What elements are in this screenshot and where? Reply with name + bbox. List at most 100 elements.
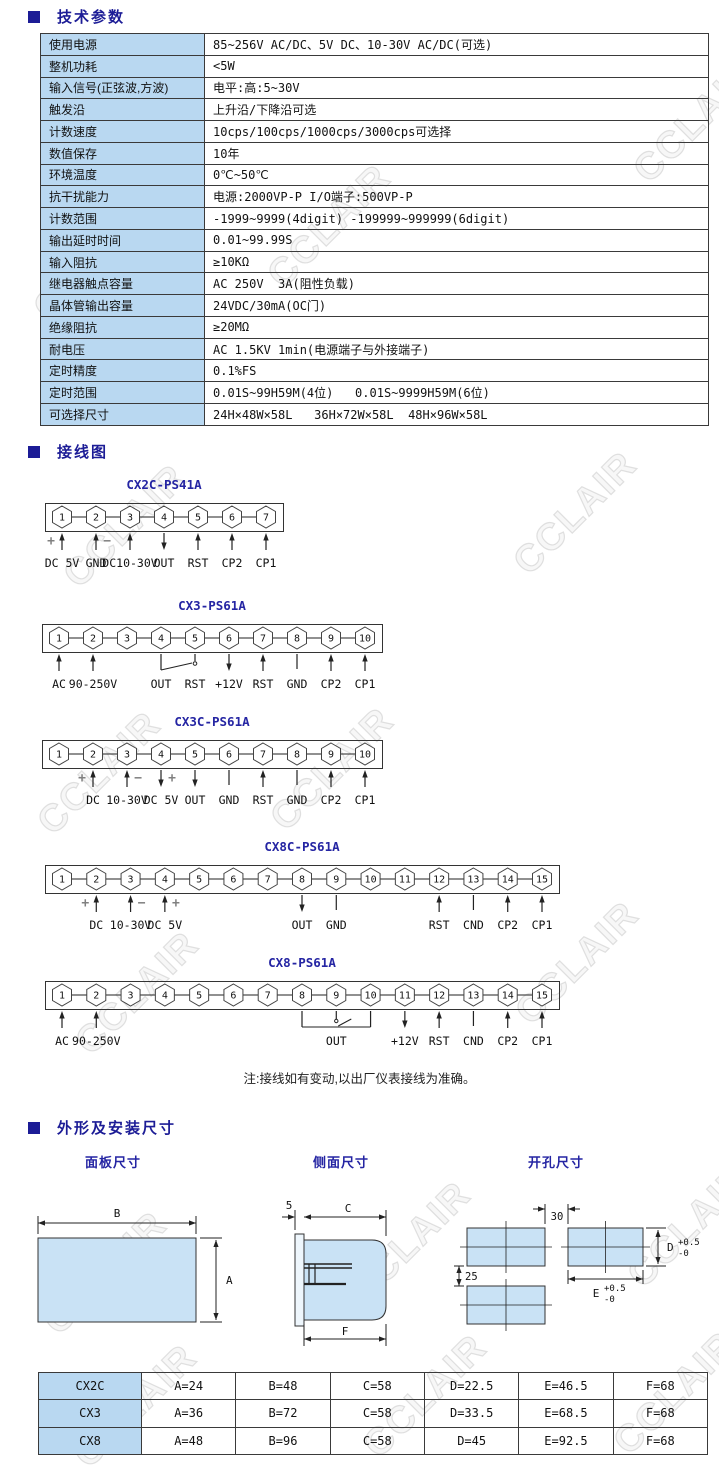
terminal-number: 9	[333, 991, 339, 1002]
terminal-hexagon	[355, 626, 375, 650]
size-value: C=58	[329, 1426, 425, 1456]
terminal-label: DC 5V	[144, 793, 179, 807]
terminal-number: 12	[433, 991, 445, 1002]
terminal-number: 8	[299, 991, 305, 1002]
terminal-hexagon	[287, 626, 307, 650]
spec-param-name: 定时范围	[40, 381, 205, 405]
dim-arrowhead	[213, 1240, 219, 1247]
spec-row: 定时精度 0.1%FS	[40, 359, 709, 383]
terminal-strip: 1 2 3 4 5 6 7 8 9 10+DC−10-30V+DC 5V OUT GND RST GND C…	[42, 740, 383, 807]
wiring-diagram-title: CX3C-PS61A	[174, 714, 250, 729]
size-value: E=92.5	[518, 1426, 614, 1456]
down-arrow-icon	[299, 904, 305, 912]
terminal-number: 11	[399, 875, 411, 886]
size-row: CX8 A=48 B=96 C=58 D=45 E=92.5 F=68	[38, 1426, 709, 1456]
terminal-box	[45, 503, 284, 532]
terminal-label: 90-250V	[72, 1034, 121, 1048]
spec-param-value: 24H×48W×58L 36H×72W×58L 48H×96W×58L	[204, 403, 709, 426]
terminal-label: 90-250V	[69, 677, 118, 691]
terminal-hexagon	[394, 983, 415, 1007]
terminal-label: CP1	[355, 677, 376, 691]
terminal-hexagon	[292, 867, 312, 891]
up-arrow-icon	[59, 1011, 65, 1019]
spec-param-value: ≥10KΩ	[204, 250, 709, 274]
polarity-sign: −	[138, 896, 146, 911]
terminal-number: 5	[192, 634, 198, 645]
polarity-sign: −	[103, 534, 111, 549]
spec-param-name: 晶体管输出容量	[40, 294, 205, 317]
spec-row: 数值保存 10年	[40, 141, 709, 165]
line	[160, 662, 193, 671]
wiring-diagram-CX3-PS61A: CX3-PS61A 1 2 3 4 5 6 7 8 9 10 AC 90-250V OUT RST +12V R…	[0, 598, 719, 698]
polarity-sign: +	[81, 896, 89, 911]
terminal-label: OUT	[292, 918, 313, 932]
up-arrow-icon	[260, 770, 266, 778]
terminal-hexagon	[355, 742, 375, 766]
terminal-label: DC 5V	[148, 918, 183, 932]
terminal-label: OUT	[185, 793, 206, 807]
terminal-number: 6	[230, 875, 236, 886]
size-value: B=48	[235, 1371, 331, 1401]
spec-row: 可选择尺寸 24H×48W×58L 36H×72W×58L 48H×96W×58L	[40, 403, 709, 426]
section-bullet-icon	[28, 10, 40, 23]
dim-arrowhead	[655, 1257, 661, 1264]
terminal-number: 12	[433, 875, 445, 886]
terminal-hexagon	[154, 983, 175, 1007]
terminal-number: 1	[56, 634, 62, 645]
dim-label-a: A	[226, 1274, 233, 1287]
terminal-hexagon	[83, 742, 103, 766]
terminal-hexagon	[287, 742, 307, 766]
terminal-label: RST	[253, 793, 274, 807]
up-arrow-icon	[436, 895, 442, 903]
spec-param-value: 0.01~99.99S	[204, 228, 709, 252]
terminal-label: RST	[253, 677, 274, 691]
spec-row: 使用电源 85~256V AC/DC、5V DC、10-30V AC/DC(可选)	[40, 33, 709, 56]
up-arrow-icon	[505, 1011, 511, 1019]
terminal-hexagon	[120, 983, 141, 1007]
down-arrow-icon	[402, 1020, 408, 1028]
terminal-box	[45, 865, 560, 894]
spec-param-value: 0.1%FS	[204, 359, 709, 383]
terminal-label: CP1	[355, 793, 376, 807]
terminal-number: 11	[399, 991, 411, 1002]
terminal-hexagon	[219, 626, 239, 650]
terminal-number: 5	[196, 875, 202, 886]
terminal-label: 10-30V	[110, 918, 152, 932]
section-title: 外形及安装尺寸	[57, 1120, 177, 1137]
terminal-label: DC10-30V	[102, 556, 157, 570]
terminal-hexagon	[360, 983, 381, 1007]
spec-param-value: 10cps/100cps/1000cps/3000cps可选择	[204, 120, 709, 143]
terminal-label: CP2	[321, 677, 342, 691]
size-value: F=68	[612, 1371, 709, 1401]
terminal-hexagon	[151, 742, 171, 766]
terminal-label: GND	[219, 793, 240, 807]
terminal-number: 4	[162, 991, 168, 1002]
terminal-number: 3	[127, 513, 133, 524]
terminal-strip: 1 2 3 4 5 6 7 8 9 10 11 12 13 14 15+DC−10-30V+DC 5V OUT…	[45, 865, 560, 932]
terminal-hexagon	[497, 983, 518, 1007]
terminal-number: 8	[294, 750, 300, 761]
terminal-hexagon	[52, 505, 72, 529]
size-model: CX2C	[38, 1371, 142, 1401]
terminal-number: 6	[230, 991, 236, 1002]
spec-param-value: AC 1.5KV 1min(电源端子与外接端子)	[204, 337, 709, 361]
terminal-hexagon	[49, 626, 69, 650]
subtitle-side-dims: 侧面尺寸	[313, 1155, 370, 1170]
wiring-diagram-title: CX3-PS61A	[178, 598, 246, 613]
terminal-label: CP1	[532, 1034, 553, 1048]
up-arrow-icon	[93, 1011, 99, 1019]
terminal-hexagon	[189, 983, 210, 1007]
size-value: E=46.5	[518, 1371, 614, 1401]
terminal-number: 10	[365, 991, 377, 1002]
dim-arrowhead	[655, 1230, 661, 1237]
spec-param-value: 上升沿/下降沿可选	[204, 98, 709, 122]
spec-param-name: 可选择尺寸	[40, 403, 205, 426]
terminal-hexagon	[429, 983, 450, 1007]
terminal-box	[42, 624, 383, 653]
dim-label-c: C	[345, 1202, 352, 1215]
polarity-sign: +	[168, 771, 176, 786]
terminal-hexagon	[257, 867, 278, 891]
terminal-hexagon	[83, 626, 103, 650]
dim-arrowhead	[304, 1336, 311, 1342]
